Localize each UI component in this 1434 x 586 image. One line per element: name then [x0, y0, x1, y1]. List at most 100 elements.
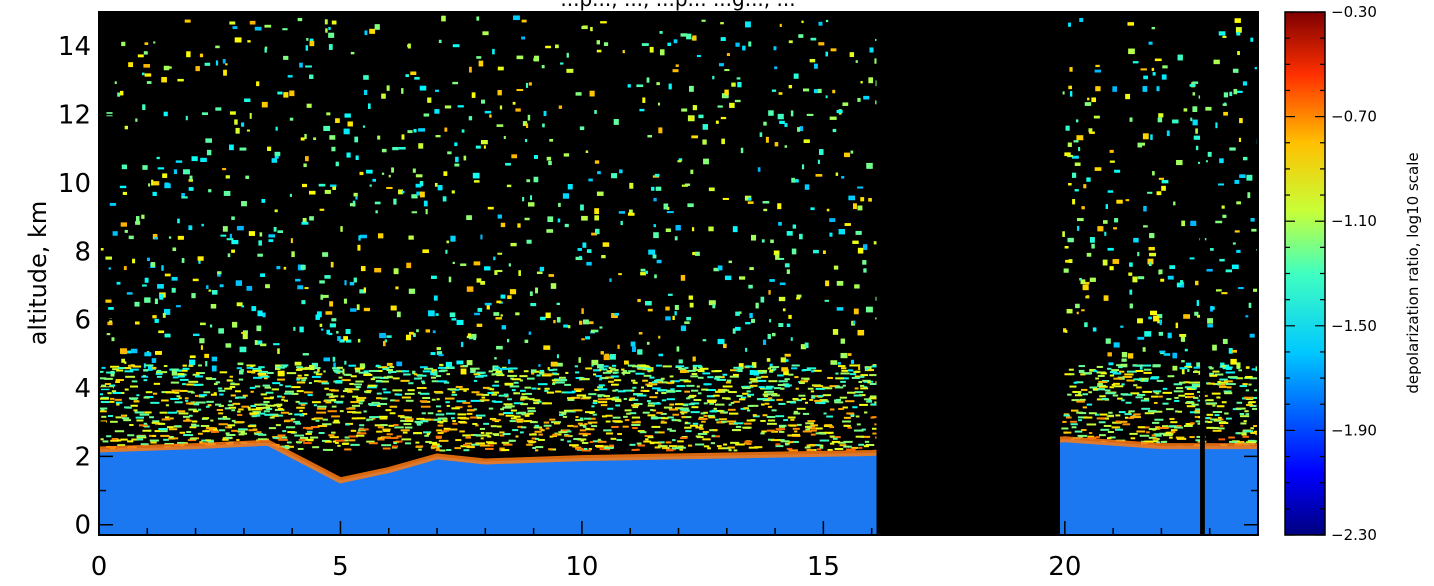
- aerosol-pixel: [348, 364, 357, 367]
- cloud-pixel: [1156, 191, 1162, 196]
- aerosol-pixel: [707, 447, 711, 450]
- aerosol-pixel: [241, 405, 250, 408]
- aerosol-pixel: [1220, 424, 1224, 427]
- aerosol-pixel: [566, 391, 575, 394]
- aerosol-pixel: [304, 438, 314, 441]
- aerosol-pixel: [647, 414, 656, 417]
- aerosol-pixel: [1170, 421, 1178, 424]
- cloud-pixel: [712, 304, 716, 309]
- cloud-pixel: [445, 249, 448, 254]
- colorbar-gradient: [1284, 11, 1326, 536]
- aerosol-pixel: [699, 367, 709, 370]
- cloud-pixel: [533, 55, 540, 62]
- aerosol-pixel: [297, 367, 308, 370]
- aerosol-pixel: [306, 427, 313, 430]
- aerosol-pixel: [288, 412, 293, 415]
- cloud-pixel: [791, 248, 797, 255]
- aerosol-pixel: [542, 402, 553, 405]
- y-tick-label: 0: [74, 511, 91, 541]
- cloud-pixel: [329, 135, 336, 140]
- aerosol-pixel: [631, 404, 640, 407]
- aerosol-pixel: [782, 383, 790, 386]
- aerosol-pixel: [395, 440, 403, 443]
- aerosol-pixel: [215, 381, 221, 384]
- aerosol-pixel: [765, 385, 774, 388]
- cloud-pixel: [1065, 259, 1070, 263]
- cloud-pixel: [562, 193, 570, 199]
- cloud-pixel: [692, 356, 696, 362]
- cloud-pixel: [390, 305, 397, 311]
- aerosol-pixel: [159, 411, 168, 414]
- cloud-pixel: [558, 105, 563, 109]
- aerosol-pixel: [511, 389, 516, 392]
- aerosol-pixel: [733, 373, 739, 376]
- aerosol-pixel: [1151, 395, 1159, 398]
- aerosol-pixel: [100, 420, 108, 423]
- cloud-pixel: [1232, 68, 1239, 73]
- cloud-pixel: [241, 305, 245, 308]
- cloud-pixel: [691, 227, 695, 232]
- aerosol-pixel: [623, 415, 628, 418]
- aerosol-pixel: [644, 434, 653, 437]
- aerosol-pixel: [819, 439, 830, 442]
- aerosol-pixel: [1173, 426, 1183, 429]
- cloud-pixel: [1150, 134, 1153, 140]
- cloud-pixel: [1133, 237, 1139, 243]
- cloud-pixel: [1076, 225, 1080, 231]
- cloud-pixel: [550, 283, 557, 289]
- aerosol-pixel: [793, 410, 798, 413]
- aerosol-pixel: [435, 449, 441, 452]
- cloud-pixel: [384, 339, 387, 343]
- cloud-pixel: [419, 191, 425, 198]
- cloud-pixel: [1238, 287, 1244, 290]
- aerosol-pixel: [412, 432, 423, 435]
- aerosol-pixel: [172, 376, 179, 379]
- aerosol-pixel: [402, 370, 410, 373]
- cloud-pixel: [558, 202, 561, 207]
- aerosol-pixel: [376, 397, 382, 400]
- cloud-pixel: [775, 254, 780, 260]
- cloud-pixel: [786, 269, 790, 274]
- aerosol-pixel: [1228, 436, 1235, 439]
- aerosol-pixel: [852, 406, 858, 409]
- cloud-pixel: [425, 208, 428, 215]
- aerosol-pixel: [694, 368, 705, 371]
- cloud-pixel: [506, 338, 510, 343]
- cloud-pixel: [456, 360, 464, 365]
- x-axis: 0 5 10 15 20: [91, 12, 1259, 582]
- cloud-pixel: [430, 352, 436, 356]
- cloud-pixel: [438, 39, 442, 44]
- aerosol-pixel: [281, 396, 285, 399]
- aerosol-pixel: [668, 408, 679, 411]
- aerosol-pixel: [535, 449, 539, 452]
- aerosol-pixel: [842, 420, 851, 423]
- aerosol-pixel: [1088, 391, 1092, 394]
- cloud-pixel: [656, 82, 660, 86]
- aerosol-pixel: [603, 447, 614, 450]
- cloud-pixel: [1173, 201, 1176, 206]
- aerosol-pixel: [372, 376, 382, 379]
- cloud-pixel: [189, 175, 193, 181]
- aerosol-pixel: [1188, 401, 1192, 404]
- aerosol-pixel: [701, 388, 709, 391]
- aerosol-pixel: [352, 395, 359, 398]
- aerosol-pixel: [605, 420, 611, 423]
- cloud-pixel: [631, 346, 637, 353]
- aerosol-pixel: [740, 396, 747, 399]
- aerosol-pixel: [257, 438, 268, 441]
- aerosol-pixel: [733, 449, 738, 452]
- aerosol-pixel: [152, 392, 158, 395]
- cloud-pixel: [123, 266, 127, 271]
- cloud-pixel: [1137, 336, 1145, 340]
- cloud-pixel: [401, 88, 404, 94]
- cloud-pixel: [708, 187, 715, 192]
- aerosol-pixel: [1070, 423, 1078, 426]
- cloud-pixel: [857, 329, 865, 336]
- cloud-pixel: [1215, 289, 1222, 292]
- y-tick-label: 10: [58, 169, 91, 199]
- cloud-pixel: [1086, 177, 1091, 182]
- cloud-pixel: [289, 193, 292, 197]
- aerosol-pixel: [118, 367, 127, 370]
- aerosol-pixel: [376, 405, 381, 408]
- cloud-pixel: [560, 62, 564, 65]
